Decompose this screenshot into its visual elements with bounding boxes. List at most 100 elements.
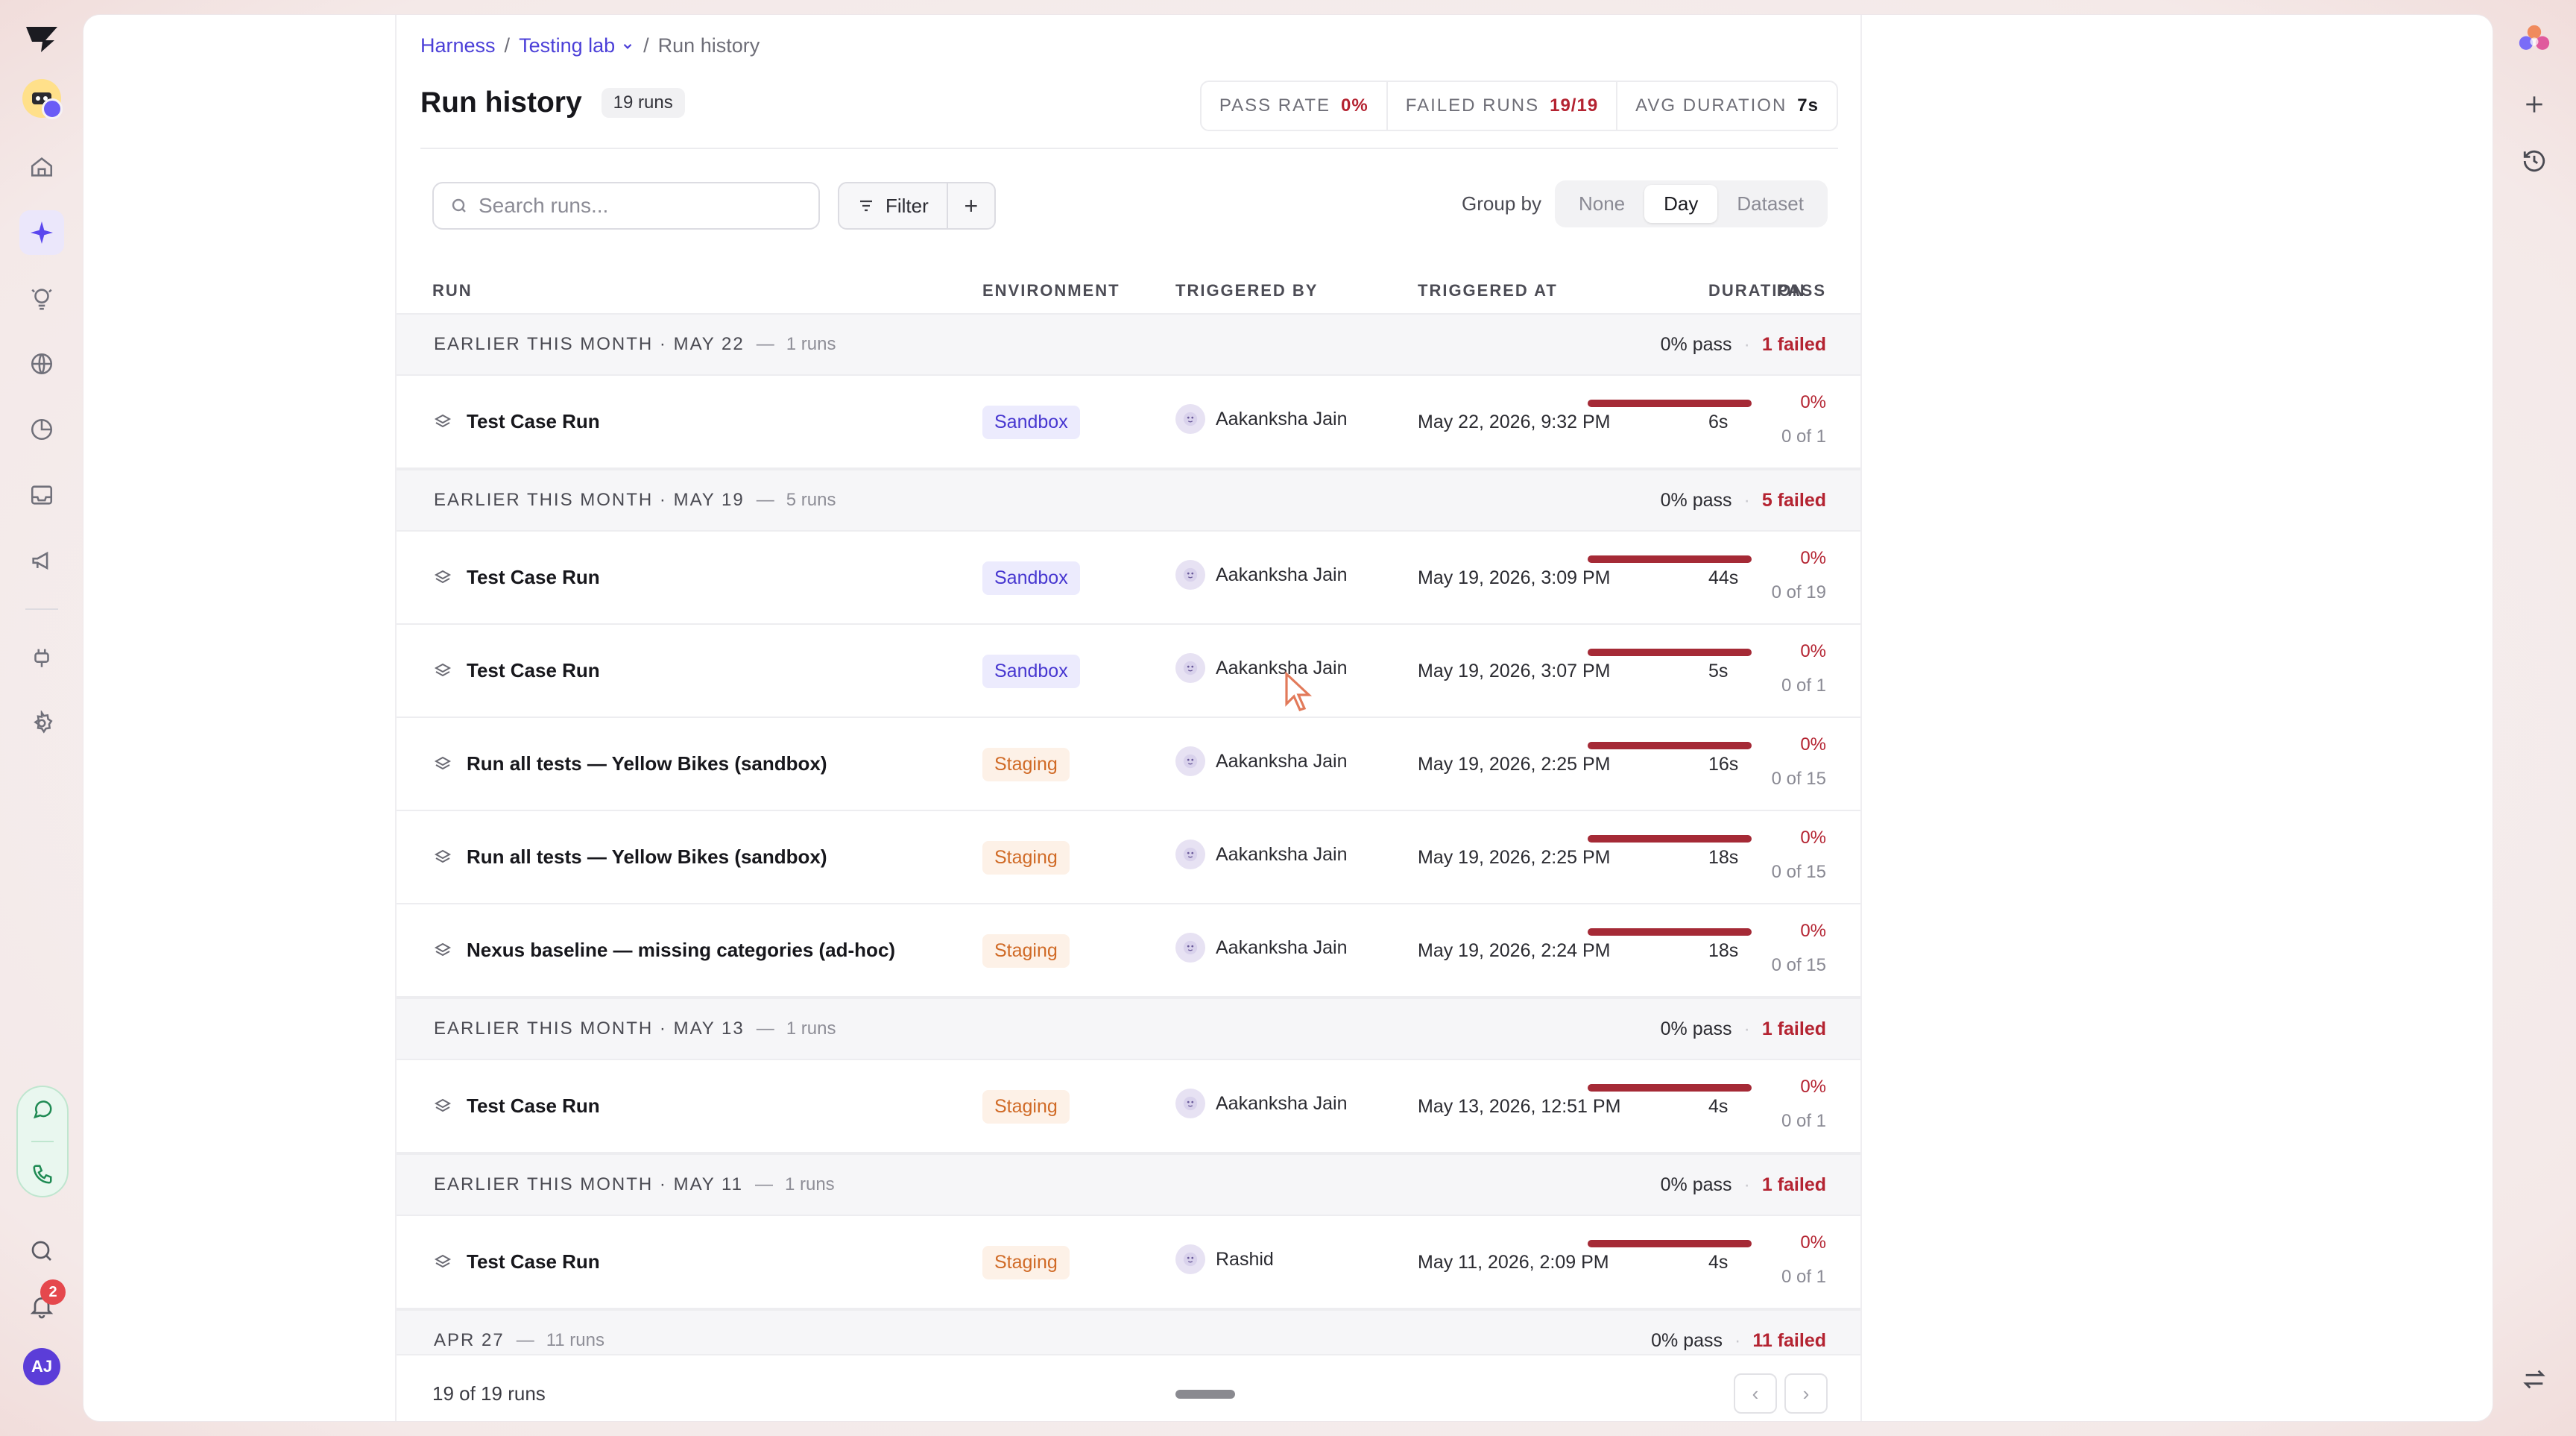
group-summary: 0% pass · 1 failed	[1661, 1174, 1826, 1196]
pass-percent: 0%	[1800, 392, 1826, 412]
add-icon[interactable]	[2512, 82, 2557, 127]
support-widget	[16, 1086, 69, 1197]
group-dash: —	[516, 1330, 534, 1350]
col-header-triggered-by[interactable]: TRIGGERED BY	[1175, 281, 1319, 300]
ai-assistant-icon[interactable]	[2512, 18, 2557, 63]
group-header[interactable]: EARLIER THIS MONTH · MAY 22 — 1 runs 0% pas…	[397, 313, 1860, 376]
settings-icon[interactable]	[19, 701, 64, 746]
col-header-environment[interactable]: ENVIRONMENT	[982, 281, 1120, 300]
group-header[interactable]: EARLIER THIS MONTH · MAY 19 — 5 runs 0% pas…	[397, 469, 1860, 532]
group-option-dataset[interactable]: Dataset	[1737, 192, 1804, 215]
triggered-by-cell: Aakanksha Jain	[1175, 653, 1348, 683]
globe-icon[interactable]	[19, 341, 64, 386]
group-header[interactable]: EARLIER THIS MONTH · MAY 13 — 1 runs 0% pas…	[397, 998, 1860, 1060]
filter-label: Filter	[886, 194, 929, 217]
table-row[interactable]: Run all tests — Yellow Bikes (sandbox) St…	[397, 811, 1860, 904]
history-icon[interactable]	[2512, 139, 2557, 183]
group-dash: —	[756, 490, 774, 510]
notifications-button[interactable]: 2	[28, 1279, 66, 1320]
run-name[interactable]: Test Case Run	[467, 1250, 600, 1273]
col-header-pass[interactable]: PASS	[1776, 281, 1826, 300]
fail-progress-fill	[1588, 1084, 1752, 1092]
table-row[interactable]: Run all tests — Yellow Bikes (sandbox) St…	[397, 718, 1860, 811]
stat-label: FAILED RUNS	[1405, 95, 1540, 116]
group-label: EARLIER THIS MONTH · MAY 22 — 1 runs	[434, 334, 836, 355]
stat-value: 19/19	[1550, 95, 1599, 116]
prev-page-button[interactable]: ‹	[1734, 1373, 1777, 1414]
pass-progress-bar	[1588, 400, 1752, 407]
filter-button[interactable]: Filter	[839, 183, 948, 228]
breadcrumb-root[interactable]: Harness	[420, 34, 496, 57]
search-input[interactable]: Search runs...	[479, 194, 609, 217]
group-option-none[interactable]: None	[1578, 192, 1626, 215]
bulb-icon[interactable]	[19, 276, 64, 321]
col-header-triggered-at[interactable]: TRIGGERED AT	[1418, 281, 1558, 300]
user-avatar-icon	[1175, 746, 1205, 776]
triggered-at: May 19, 2026, 2:25 PM	[1418, 754, 1611, 775]
group-failed-count: 1 failed	[1761, 333, 1826, 355]
col-header-duration[interactable]: DURATION	[1708, 281, 1806, 300]
fail-progress-fill	[1588, 835, 1752, 843]
group-summary: 0% pass · 5 failed	[1661, 490, 1826, 511]
run-name[interactable]: Test Case Run	[467, 566, 600, 588]
table-row[interactable]: Test Case Run Sandbox Aakanksha Jain May 19…	[397, 625, 1860, 718]
group-run-count: 5 runs	[786, 490, 836, 510]
table-row[interactable]: Test Case Run Sandbox Aakanksha Jain May 22…	[397, 376, 1860, 469]
triggered-by-cell: Aakanksha Jain	[1175, 560, 1348, 590]
environment-badge: Sandbox	[982, 561, 1080, 595]
search-icon[interactable]	[28, 1238, 55, 1265]
col-header-run[interactable]: RUN	[432, 281, 473, 300]
table-row[interactable]: Test Case Run Staging Aakanksha Jain May 13…	[397, 1060, 1860, 1153]
environment-badge: Staging	[982, 934, 1070, 968]
triggered-by-cell: Aakanksha Jain	[1175, 404, 1348, 434]
phone-icon[interactable]	[31, 1163, 54, 1185]
group-title: APR 27	[434, 1330, 505, 1350]
duration: 44s	[1708, 567, 1739, 588]
chart-icon[interactable]	[19, 407, 64, 452]
resize-handle[interactable]	[1175, 1390, 1235, 1399]
layers-icon	[434, 942, 452, 960]
table-row[interactable]: Test Case Run Sandbox Aakanksha Jain May 19…	[397, 532, 1860, 625]
megaphone-icon[interactable]	[19, 538, 64, 583]
run-name[interactable]: Test Case Run	[467, 410, 600, 432]
pass-cell: 0% 0 of 1	[1588, 1232, 1826, 1292]
run-name[interactable]: Run all tests — Yellow Bikes (sandbox)	[467, 845, 827, 868]
run-name[interactable]: Nexus baseline — missing categories (ad-…	[467, 939, 896, 961]
run-name[interactable]: Test Case Run	[467, 659, 600, 681]
group-header[interactable]: EARLIER THIS MONTH · MAY 11 — 1 runs 0% pas…	[397, 1153, 1860, 1216]
duration: 18s	[1708, 940, 1739, 961]
triggered-at: May 19, 2026, 3:09 PM	[1418, 567, 1611, 588]
run-history-page: Harness / Testing lab / Run history Run …	[395, 15, 1862, 1421]
next-page-button[interactable]: ›	[1784, 1373, 1828, 1414]
chevron-down-icon[interactable]	[621, 40, 634, 53]
pass-fraction: 0 of 15	[1771, 955, 1826, 975]
triggered-by-name: Aakanksha Jain	[1216, 1092, 1348, 1114]
nav-divider	[25, 608, 58, 610]
plug-icon[interactable]	[19, 635, 64, 680]
run-name[interactable]: Run all tests — Yellow Bikes (sandbox)	[467, 752, 827, 775]
pass-fraction: 0 of 1	[1781, 676, 1826, 696]
app-logo[interactable]	[24, 21, 60, 57]
environment-badge: Staging	[982, 841, 1070, 875]
group-dot: ·	[1743, 333, 1750, 355]
workspace-bot-avatar[interactable]	[22, 79, 63, 119]
triggered-at: May 19, 2026, 3:07 PM	[1418, 661, 1611, 681]
duration: 16s	[1708, 754, 1739, 775]
sparkle-icon[interactable]	[19, 210, 64, 255]
add-filter-button[interactable]: +	[964, 192, 979, 219]
swap-icon[interactable]	[2512, 1357, 2557, 1402]
table-row[interactable]: Nexus baseline — missing categories (ad-…	[397, 904, 1860, 998]
home-icon[interactable]	[19, 145, 64, 189]
search-box[interactable]: Search runs...	[432, 182, 820, 230]
table-row[interactable]: Test Case Run Staging Rashid May 11, 2026, …	[397, 1216, 1860, 1309]
inbox-icon[interactable]	[19, 473, 64, 517]
breadcrumb-parent[interactable]: Testing lab	[519, 34, 616, 57]
group-option-day[interactable]: Day	[1644, 185, 1718, 223]
pass-percent: 0%	[1800, 828, 1826, 848]
chat-icon[interactable]	[31, 1098, 54, 1120]
user-avatar[interactable]: AJ	[23, 1348, 60, 1385]
runs-table-body: EARLIER THIS MONTH · MAY 22 — 1 runs 0% pas…	[397, 313, 1860, 1372]
run-name[interactable]: Test Case Run	[467, 1095, 600, 1117]
notification-badge: 2	[40, 1279, 66, 1305]
run-cell: Test Case Run	[434, 410, 600, 433]
